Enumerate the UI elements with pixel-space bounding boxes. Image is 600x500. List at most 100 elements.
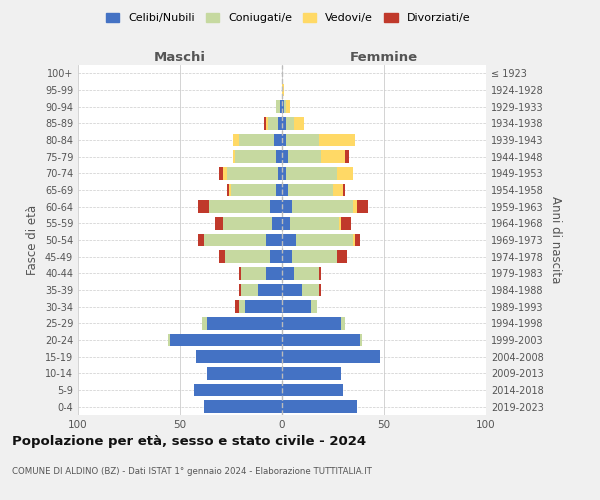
Bar: [282, 384, 343, 396]
Bar: [233, 150, 235, 163]
Bar: [276, 150, 282, 163]
Bar: [353, 234, 355, 246]
Bar: [235, 150, 276, 163]
Bar: [239, 267, 241, 280]
Bar: [282, 150, 288, 163]
Bar: [282, 284, 302, 296]
Bar: [231, 184, 276, 196]
Bar: [282, 367, 341, 380]
Bar: [337, 250, 347, 263]
Bar: [337, 167, 353, 179]
Bar: [168, 334, 170, 346]
Bar: [343, 184, 345, 196]
Bar: [199, 200, 209, 213]
Bar: [276, 184, 282, 196]
Bar: [270, 250, 282, 263]
Bar: [241, 284, 257, 296]
Bar: [282, 317, 341, 330]
Bar: [257, 284, 282, 296]
Bar: [288, 184, 333, 196]
Bar: [282, 217, 290, 230]
Bar: [270, 200, 282, 213]
Bar: [296, 234, 353, 246]
Bar: [319, 267, 321, 280]
Bar: [235, 300, 239, 313]
Bar: [282, 400, 358, 413]
Bar: [263, 117, 266, 130]
Bar: [205, 234, 266, 246]
Bar: [276, 100, 280, 113]
Bar: [358, 200, 368, 213]
Bar: [282, 267, 294, 280]
Bar: [278, 167, 282, 179]
Bar: [282, 300, 311, 313]
Bar: [196, 350, 282, 363]
Bar: [282, 350, 380, 363]
Bar: [206, 367, 282, 380]
Bar: [333, 184, 343, 196]
Bar: [209, 200, 270, 213]
Bar: [272, 217, 282, 230]
Bar: [294, 117, 304, 130]
Bar: [345, 150, 349, 163]
Bar: [194, 384, 282, 396]
Bar: [282, 334, 359, 346]
Bar: [219, 250, 225, 263]
Bar: [278, 117, 282, 130]
Bar: [355, 234, 359, 246]
Bar: [223, 217, 272, 230]
Bar: [229, 184, 231, 196]
Bar: [286, 117, 294, 130]
Bar: [282, 167, 286, 179]
Bar: [341, 217, 352, 230]
Bar: [294, 267, 319, 280]
Bar: [286, 100, 290, 113]
Bar: [205, 400, 282, 413]
Bar: [241, 267, 266, 280]
Bar: [266, 267, 282, 280]
Text: Maschi: Maschi: [154, 51, 206, 64]
Bar: [282, 84, 284, 96]
Bar: [245, 300, 282, 313]
Bar: [274, 134, 282, 146]
Bar: [225, 250, 270, 263]
Bar: [239, 134, 274, 146]
Bar: [319, 134, 355, 146]
Bar: [199, 234, 205, 246]
Text: COMUNE DI ALDINO (BZ) - Dati ISTAT 1° gennaio 2024 - Elaborazione TUTTITALIA.IT: COMUNE DI ALDINO (BZ) - Dati ISTAT 1° ge…: [12, 468, 372, 476]
Bar: [292, 200, 353, 213]
Bar: [227, 184, 229, 196]
Bar: [282, 234, 296, 246]
Text: Popolazione per età, sesso e stato civile - 2024: Popolazione per età, sesso e stato civil…: [12, 435, 366, 448]
Bar: [233, 134, 239, 146]
Bar: [288, 150, 321, 163]
Bar: [219, 167, 223, 179]
Bar: [286, 167, 337, 179]
Y-axis label: Fasce di età: Fasce di età: [26, 205, 39, 275]
Text: Femmine: Femmine: [350, 51, 418, 64]
Bar: [215, 217, 223, 230]
Bar: [339, 217, 341, 230]
Bar: [223, 167, 227, 179]
Bar: [282, 184, 288, 196]
Bar: [341, 317, 345, 330]
Bar: [206, 317, 282, 330]
Bar: [292, 250, 337, 263]
Bar: [282, 100, 284, 113]
Legend: Celibi/Nubili, Coniugati/e, Vedovi/e, Divorziati/e: Celibi/Nubili, Coniugati/e, Vedovi/e, Di…: [101, 8, 475, 28]
Bar: [353, 200, 358, 213]
Bar: [302, 284, 319, 296]
Y-axis label: Anni di nascita: Anni di nascita: [549, 196, 562, 284]
Bar: [284, 100, 286, 113]
Bar: [202, 317, 206, 330]
Bar: [290, 217, 339, 230]
Bar: [319, 284, 321, 296]
Bar: [359, 334, 362, 346]
Bar: [311, 300, 317, 313]
Bar: [280, 100, 282, 113]
Bar: [282, 250, 292, 263]
Bar: [239, 300, 245, 313]
Bar: [239, 284, 241, 296]
Bar: [286, 134, 319, 146]
Bar: [170, 334, 282, 346]
